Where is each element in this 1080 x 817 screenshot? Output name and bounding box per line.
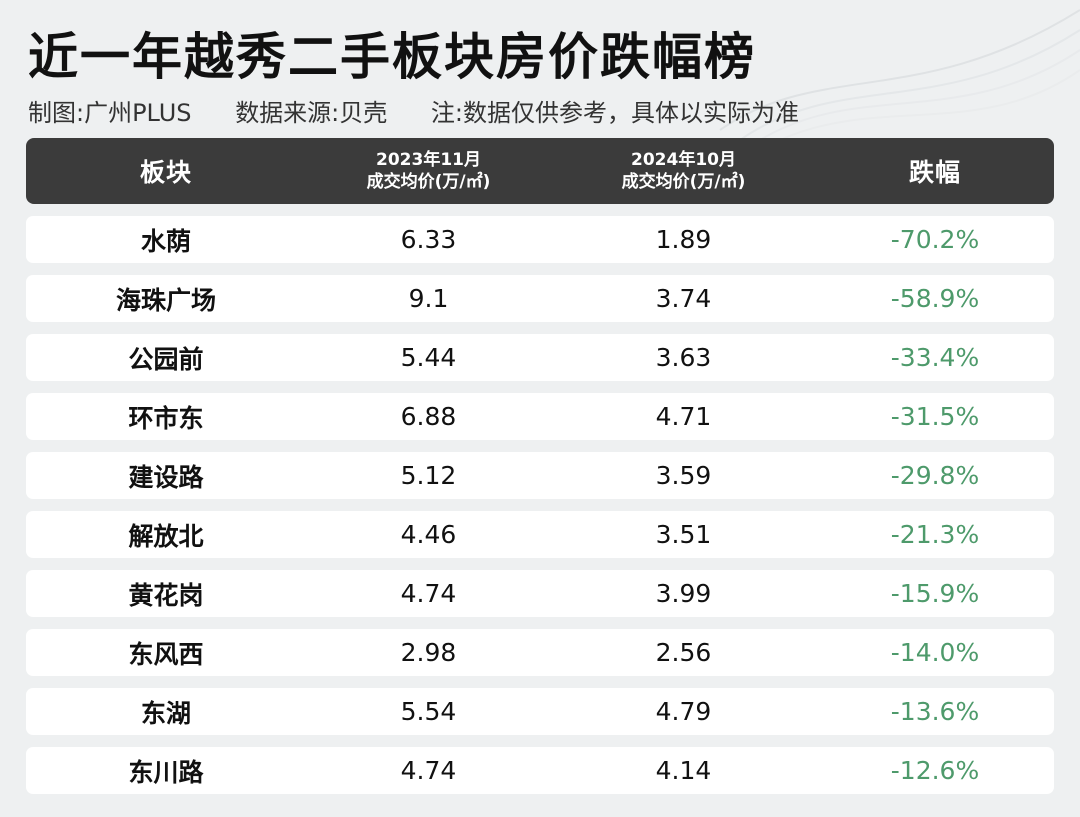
cell-price-2024: 3.99 — [655, 579, 712, 608]
header-price-2024-date: 2024年10月 — [631, 150, 736, 170]
cell-change: -70.2% — [890, 225, 980, 254]
cell-change: -14.0% — [890, 638, 980, 667]
table-row: 环市东 6.88 4.71 -31.5% — [26, 393, 1054, 440]
cell-price-2023: 5.54 — [400, 697, 457, 726]
cell-change: -31.5% — [890, 402, 980, 431]
header-price-2023: 2023年11月 成交均价(万/㎡) — [306, 149, 551, 193]
disclaimer-note: 注:数据仅供参考，具体以实际为准 — [430, 99, 800, 127]
cell-area: 海珠广场 — [115, 285, 216, 315]
cell-price-2024: 4.71 — [655, 402, 712, 431]
cell-change: -12.6% — [890, 756, 980, 785]
cell-price-2023: 4.74 — [400, 579, 457, 608]
table-row: 东风西 2.98 2.56 -14.0% — [26, 629, 1054, 676]
header-change: 跌幅 — [908, 158, 961, 187]
cell-change: -15.9% — [890, 579, 980, 608]
table-body: 水荫 6.33 1.89 -70.2% 海珠广场 9.1 3.74 -58.9%… — [26, 216, 1054, 794]
cell-price-2024: 3.74 — [655, 284, 712, 313]
header-price-2024-unit: 成交均价(万/㎡) — [621, 172, 746, 192]
table-row: 东川路 4.74 4.14 -12.6% — [26, 747, 1054, 794]
cell-price-2023: 6.88 — [400, 402, 457, 431]
cell-area: 东风西 — [128, 639, 204, 669]
cell-price-2024: 4.14 — [655, 756, 712, 785]
price-drop-table: 板块 2023年11月 成交均价(万/㎡) 2024年10月 成交均价(万/㎡)… — [26, 138, 1054, 806]
cell-area: 解放北 — [128, 521, 204, 551]
cell-area: 水荫 — [140, 226, 191, 256]
cell-change: -13.6% — [890, 697, 980, 726]
cell-area: 公园前 — [128, 344, 204, 374]
table-row: 水荫 6.33 1.89 -70.2% — [26, 216, 1054, 263]
cell-price-2024: 3.51 — [655, 520, 712, 549]
cell-area: 环市东 — [128, 403, 204, 433]
header-price-2024: 2024年10月 成交均价(万/㎡) — [551, 149, 816, 193]
cell-price-2023: 2.98 — [400, 638, 457, 667]
cell-area: 东川路 — [128, 757, 204, 787]
cell-price-2024: 3.59 — [655, 461, 712, 490]
header-price-2023-date: 2023年11月 — [376, 150, 481, 170]
table-row: 建设路 5.12 3.59 -29.8% — [26, 452, 1054, 499]
table-row: 黄花岗 4.74 3.99 -15.9% — [26, 570, 1054, 617]
table-row: 东湖 5.54 4.79 -13.6% — [26, 688, 1054, 735]
cell-area: 黄花岗 — [128, 580, 204, 610]
table-row: 海珠广场 9.1 3.74 -58.9% — [26, 275, 1054, 322]
cell-change: -58.9% — [890, 284, 980, 313]
cell-price-2023: 4.74 — [400, 756, 457, 785]
table-row: 公园前 5.44 3.63 -33.4% — [26, 334, 1054, 381]
cell-price-2024: 1.89 — [655, 225, 712, 254]
header-price-2023-unit: 成交均价(万/㎡) — [366, 172, 491, 192]
cell-price-2024: 4.79 — [655, 697, 712, 726]
header-area: 板块 — [139, 158, 192, 187]
data-source: 数据来源:贝壳 — [235, 99, 388, 127]
cell-change: -33.4% — [890, 343, 980, 372]
cell-price-2023: 5.44 — [400, 343, 457, 372]
cell-price-2023: 6.33 — [400, 225, 457, 254]
subtitle-line: 制图:广州PLUS 数据来源:贝壳 注:数据仅供参考，具体以实际为准 — [28, 96, 835, 130]
chart-credit: 制图:广州PLUS — [28, 99, 192, 127]
table-row: 解放北 4.46 3.51 -21.3% — [26, 511, 1054, 558]
cell-area: 建设路 — [128, 462, 204, 492]
cell-price-2024: 3.63 — [655, 343, 712, 372]
cell-price-2023: 9.1 — [408, 284, 449, 313]
cell-change: -29.8% — [890, 461, 980, 490]
table-header: 板块 2023年11月 成交均价(万/㎡) 2024年10月 成交均价(万/㎡)… — [26, 138, 1054, 204]
cell-price-2023: 5.12 — [400, 461, 457, 490]
cell-area: 东湖 — [140, 698, 191, 728]
cell-price-2024: 2.56 — [655, 638, 712, 667]
cell-change: -21.3% — [890, 520, 980, 549]
cell-price-2023: 4.46 — [400, 520, 457, 549]
page-title: 近一年越秀二手板块房价跌幅榜 — [28, 28, 756, 86]
